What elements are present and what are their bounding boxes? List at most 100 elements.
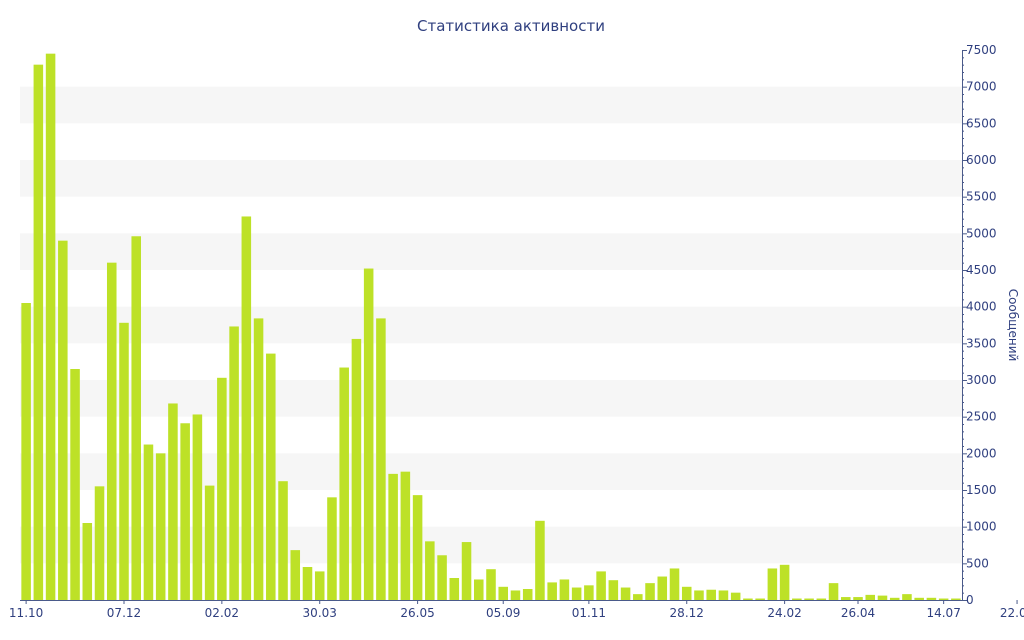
grid-band [20,380,962,417]
bar [498,586,509,600]
bar [131,236,141,600]
y-tick-label: 2000 [966,446,997,460]
x-tick-label: 14.07 [926,606,960,620]
bar [45,53,56,600]
bar [510,590,521,600]
bar [535,520,545,600]
bar [816,598,827,600]
y-tick-label: 1500 [966,483,997,497]
bar [217,377,227,600]
bar [608,580,619,600]
bar [694,590,704,600]
y-tick-label: 7500 [966,43,997,57]
x-tick-label: 05.09 [486,606,520,620]
y-tick-label: 4000 [966,300,997,314]
y-tick-label: 3500 [966,336,997,350]
bar [82,523,93,600]
bar [58,240,68,600]
bar [168,403,178,600]
bar [33,64,44,600]
x-tick-label: 01.11 [572,606,606,620]
bar [192,414,203,600]
axes [20,50,963,601]
bar [290,550,301,600]
bar [755,598,765,600]
bar [473,579,484,600]
x-tick-label: 30.03 [303,606,337,620]
x-tick-label: 02.02 [205,606,239,620]
bar [155,453,166,600]
y-tick-label: 6000 [966,153,997,167]
bar [902,594,912,600]
bar [302,567,313,600]
bar [645,583,655,600]
y-tick-label: 0 [966,593,974,607]
bar [412,495,423,600]
bar [363,268,374,600]
bar [865,594,876,600]
bar [339,367,349,600]
bar [853,597,863,600]
grid-band [20,306,962,344]
bar [951,598,961,600]
bar [266,353,276,600]
bar [730,592,741,600]
bar [828,583,839,600]
x-tick-label: 11.10 [9,606,43,620]
bar [926,597,937,600]
bar [877,595,888,600]
bar [449,578,460,600]
y-tick-label: 4500 [966,263,997,277]
bar [241,216,252,600]
bar [94,486,105,600]
bar [486,569,496,600]
bar [376,318,386,600]
grid-bands [20,86,962,564]
x-tick-label: 24.02 [767,606,801,620]
y-tick-label: 500 [966,556,989,570]
bar [596,571,606,600]
bar [180,423,190,600]
y-tick-label: 3000 [966,373,997,387]
bar [388,473,398,600]
bar [633,594,643,600]
bar [889,597,900,600]
bar [657,576,668,600]
bar [547,582,557,600]
bar [400,471,411,600]
bar [229,326,239,600]
bar [681,586,692,600]
x-axis-ticks: 11.10 07.12 02.02 30.03 26.05 05.09 01.11 28.12… [9,600,1024,620]
bar [204,485,215,600]
grid-band [20,160,962,197]
y-axis-ticks: 0 500 1000 1500 2000 2500 3000 3500 4000 4500 5000… [962,43,997,607]
x-tick-label: 28.12 [670,606,704,620]
bar [278,481,288,600]
bar [743,598,753,600]
x-tick-label: 26.04 [841,606,875,620]
bar [804,598,814,600]
bars [21,53,961,600]
bar [522,589,533,600]
bar [669,568,680,600]
x-tick-label: 07.12 [107,606,141,620]
x-tick-label: 26.05 [400,606,434,620]
x-tick-label: 22.07 [1000,606,1024,620]
bar [718,590,729,600]
bar [437,555,447,600]
bar [461,542,472,600]
bar [914,597,924,600]
bar [938,598,949,600]
bar [559,579,570,600]
bar [253,318,264,600]
bar [779,564,790,600]
bar [119,322,129,600]
y-tick-label: 7000 [966,80,997,94]
bar [351,338,362,600]
bar [620,587,631,600]
bar [143,444,154,600]
y-tick-label: 6500 [966,116,997,130]
bar [841,597,851,600]
bar [706,589,716,600]
